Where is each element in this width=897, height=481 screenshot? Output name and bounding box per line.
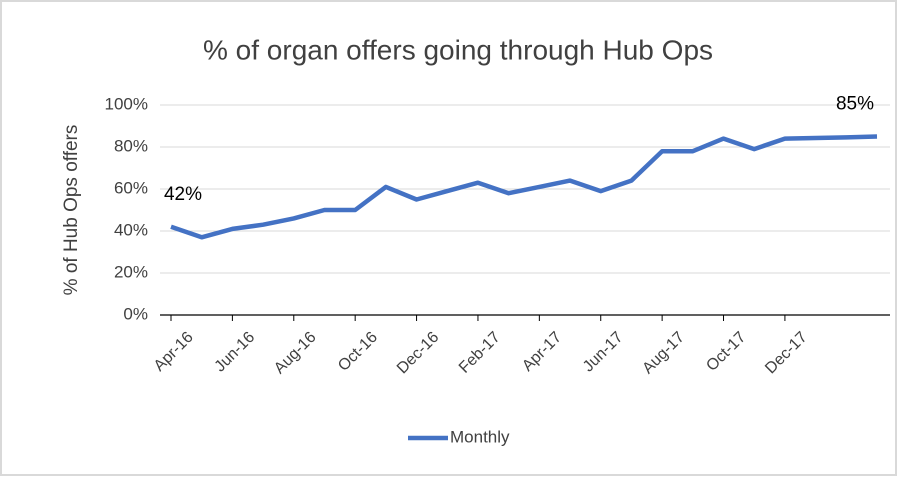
- y-tick-label: 100%: [105, 94, 148, 113]
- y-tick-label: 20%: [114, 262, 148, 281]
- y-tick-label: 60%: [114, 178, 148, 197]
- y-tick-label: 80%: [114, 136, 148, 155]
- y-tick-label: 40%: [114, 220, 148, 239]
- y-axis-label: % of Hub Ops offers: [61, 125, 82, 296]
- data-label: 85%: [836, 94, 874, 115]
- chart-title: % of organ offers going through Hub Ops: [203, 34, 713, 65]
- data-label: 42%: [164, 184, 202, 205]
- y-tick-label: 0%: [123, 304, 148, 323]
- series-line: [170, 134, 878, 240]
- legend-label: Monthly: [450, 427, 510, 446]
